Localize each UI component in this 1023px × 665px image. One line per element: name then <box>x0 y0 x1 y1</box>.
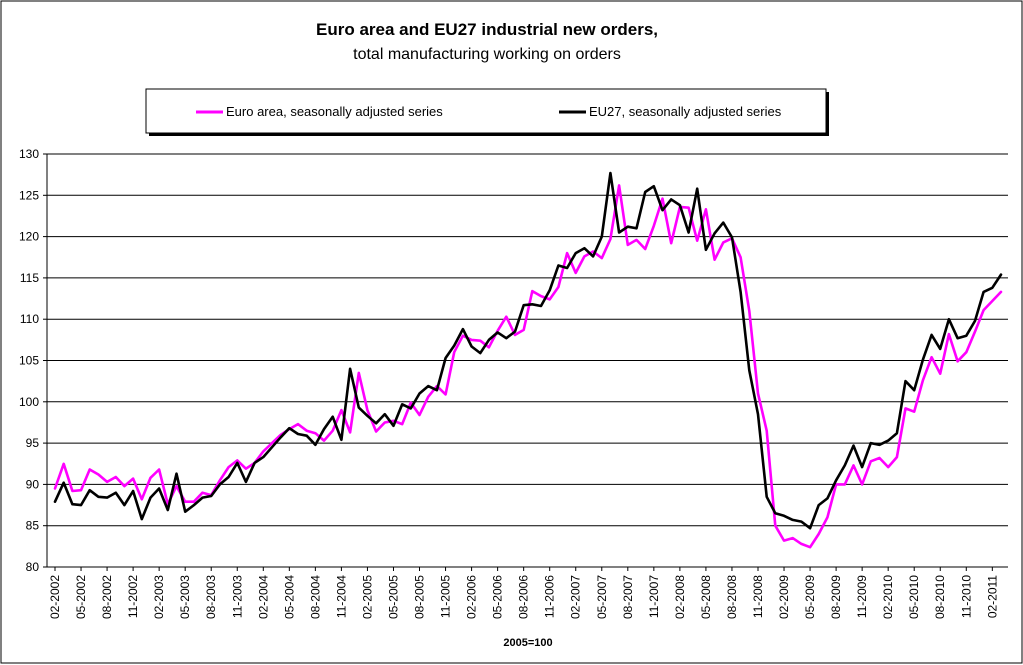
y-tick-label: 120 <box>19 230 39 244</box>
x-tick-label: 11-2003 <box>230 575 244 618</box>
x-tick-label: 08-2009 <box>829 575 843 619</box>
x-tick-label: 02-2009 <box>777 575 791 619</box>
legend: Euro area, seasonally adjusted series EU… <box>145 88 829 136</box>
chart-title: Euro area and EU27 industrial new orders… <box>316 20 658 39</box>
y-tick-label: 115 <box>20 271 39 285</box>
x-tick-label: 02-2008 <box>673 575 687 619</box>
x-tick-label: 02-2002 <box>48 575 62 619</box>
y-axis-ticks: 80 85 90 95 100 105 110 115 120 125 130 <box>19 147 47 574</box>
x-tick-label: 05-2007 <box>595 575 609 619</box>
x-tick-label: 08-2007 <box>621 575 635 619</box>
legend-label-euro-area: Euro area, seasonally adjusted series <box>226 104 443 119</box>
y-tick-label: 105 <box>19 354 39 368</box>
legend-box <box>145 88 827 134</box>
x-tick-label: 08-2008 <box>725 575 739 619</box>
x-tick-label: 05-2002 <box>74 575 88 619</box>
x-tick-label: 02-2004 <box>256 575 270 619</box>
gridlines <box>47 153 1008 527</box>
y-tick-label: 110 <box>20 312 39 326</box>
x-tick-label: 08-2002 <box>100 575 114 619</box>
x-tick-label: 11-2007 <box>647 575 661 618</box>
x-axis-label: 2005=100 <box>503 637 552 649</box>
y-tick-label: 80 <box>26 560 40 574</box>
x-tick-label: 11-2008 <box>751 575 765 618</box>
x-tick-label: 11-2002 <box>126 575 140 618</box>
x-tick-label: 05-2008 <box>699 575 713 619</box>
x-tick-label: 08-2003 <box>204 575 218 619</box>
y-tick-label: 95 <box>26 436 40 450</box>
x-tick-label: 02-2003 <box>152 575 166 619</box>
x-tick-label: 05-2009 <box>803 575 817 619</box>
x-tick-label: 05-2006 <box>491 575 505 619</box>
x-tick-label: 08-2004 <box>308 575 322 619</box>
x-tick-label: 11-2009 <box>855 575 869 618</box>
x-tick-label: 05-2005 <box>386 575 400 619</box>
x-tick-label: 02-2010 <box>881 575 895 619</box>
x-axis-ticks: 02-2002 05-2002 08-2002 11-2002 02-2003 05-20… <box>48 567 999 619</box>
x-tick-label: 08-2006 <box>517 575 531 619</box>
x-tick-label: 02-2005 <box>360 575 374 619</box>
y-tick-label: 100 <box>19 395 39 409</box>
x-tick-label: 11-2010 <box>959 575 973 618</box>
x-tick-label: 02-2011 <box>985 575 999 618</box>
x-tick-label: 08-2005 <box>413 575 427 619</box>
x-tick-label: 08-2010 <box>933 575 947 619</box>
x-tick-label: 05-2010 <box>907 575 921 619</box>
series-line-eu27 <box>53 171 1003 530</box>
y-tick-label: 130 <box>19 147 39 161</box>
x-tick-label: 11-2006 <box>543 575 557 618</box>
x-tick-label: 05-2003 <box>178 575 192 619</box>
y-tick-label: 85 <box>26 519 40 533</box>
x-tick-label: 02-2007 <box>569 575 583 619</box>
chart-subtitle: total manufacturing working on orders <box>353 46 621 63</box>
x-tick-label: 11-2005 <box>439 575 453 618</box>
x-tick-label: 11-2004 <box>334 575 348 618</box>
legend-label-eu27: EU27, seasonally adjusted series <box>589 104 782 119</box>
series-lines <box>53 171 1003 549</box>
y-tick-label: 125 <box>19 188 39 202</box>
x-tick-label: 05-2004 <box>282 575 296 619</box>
y-tick-label: 90 <box>26 477 40 491</box>
x-tick-label: 02-2006 <box>465 575 479 619</box>
